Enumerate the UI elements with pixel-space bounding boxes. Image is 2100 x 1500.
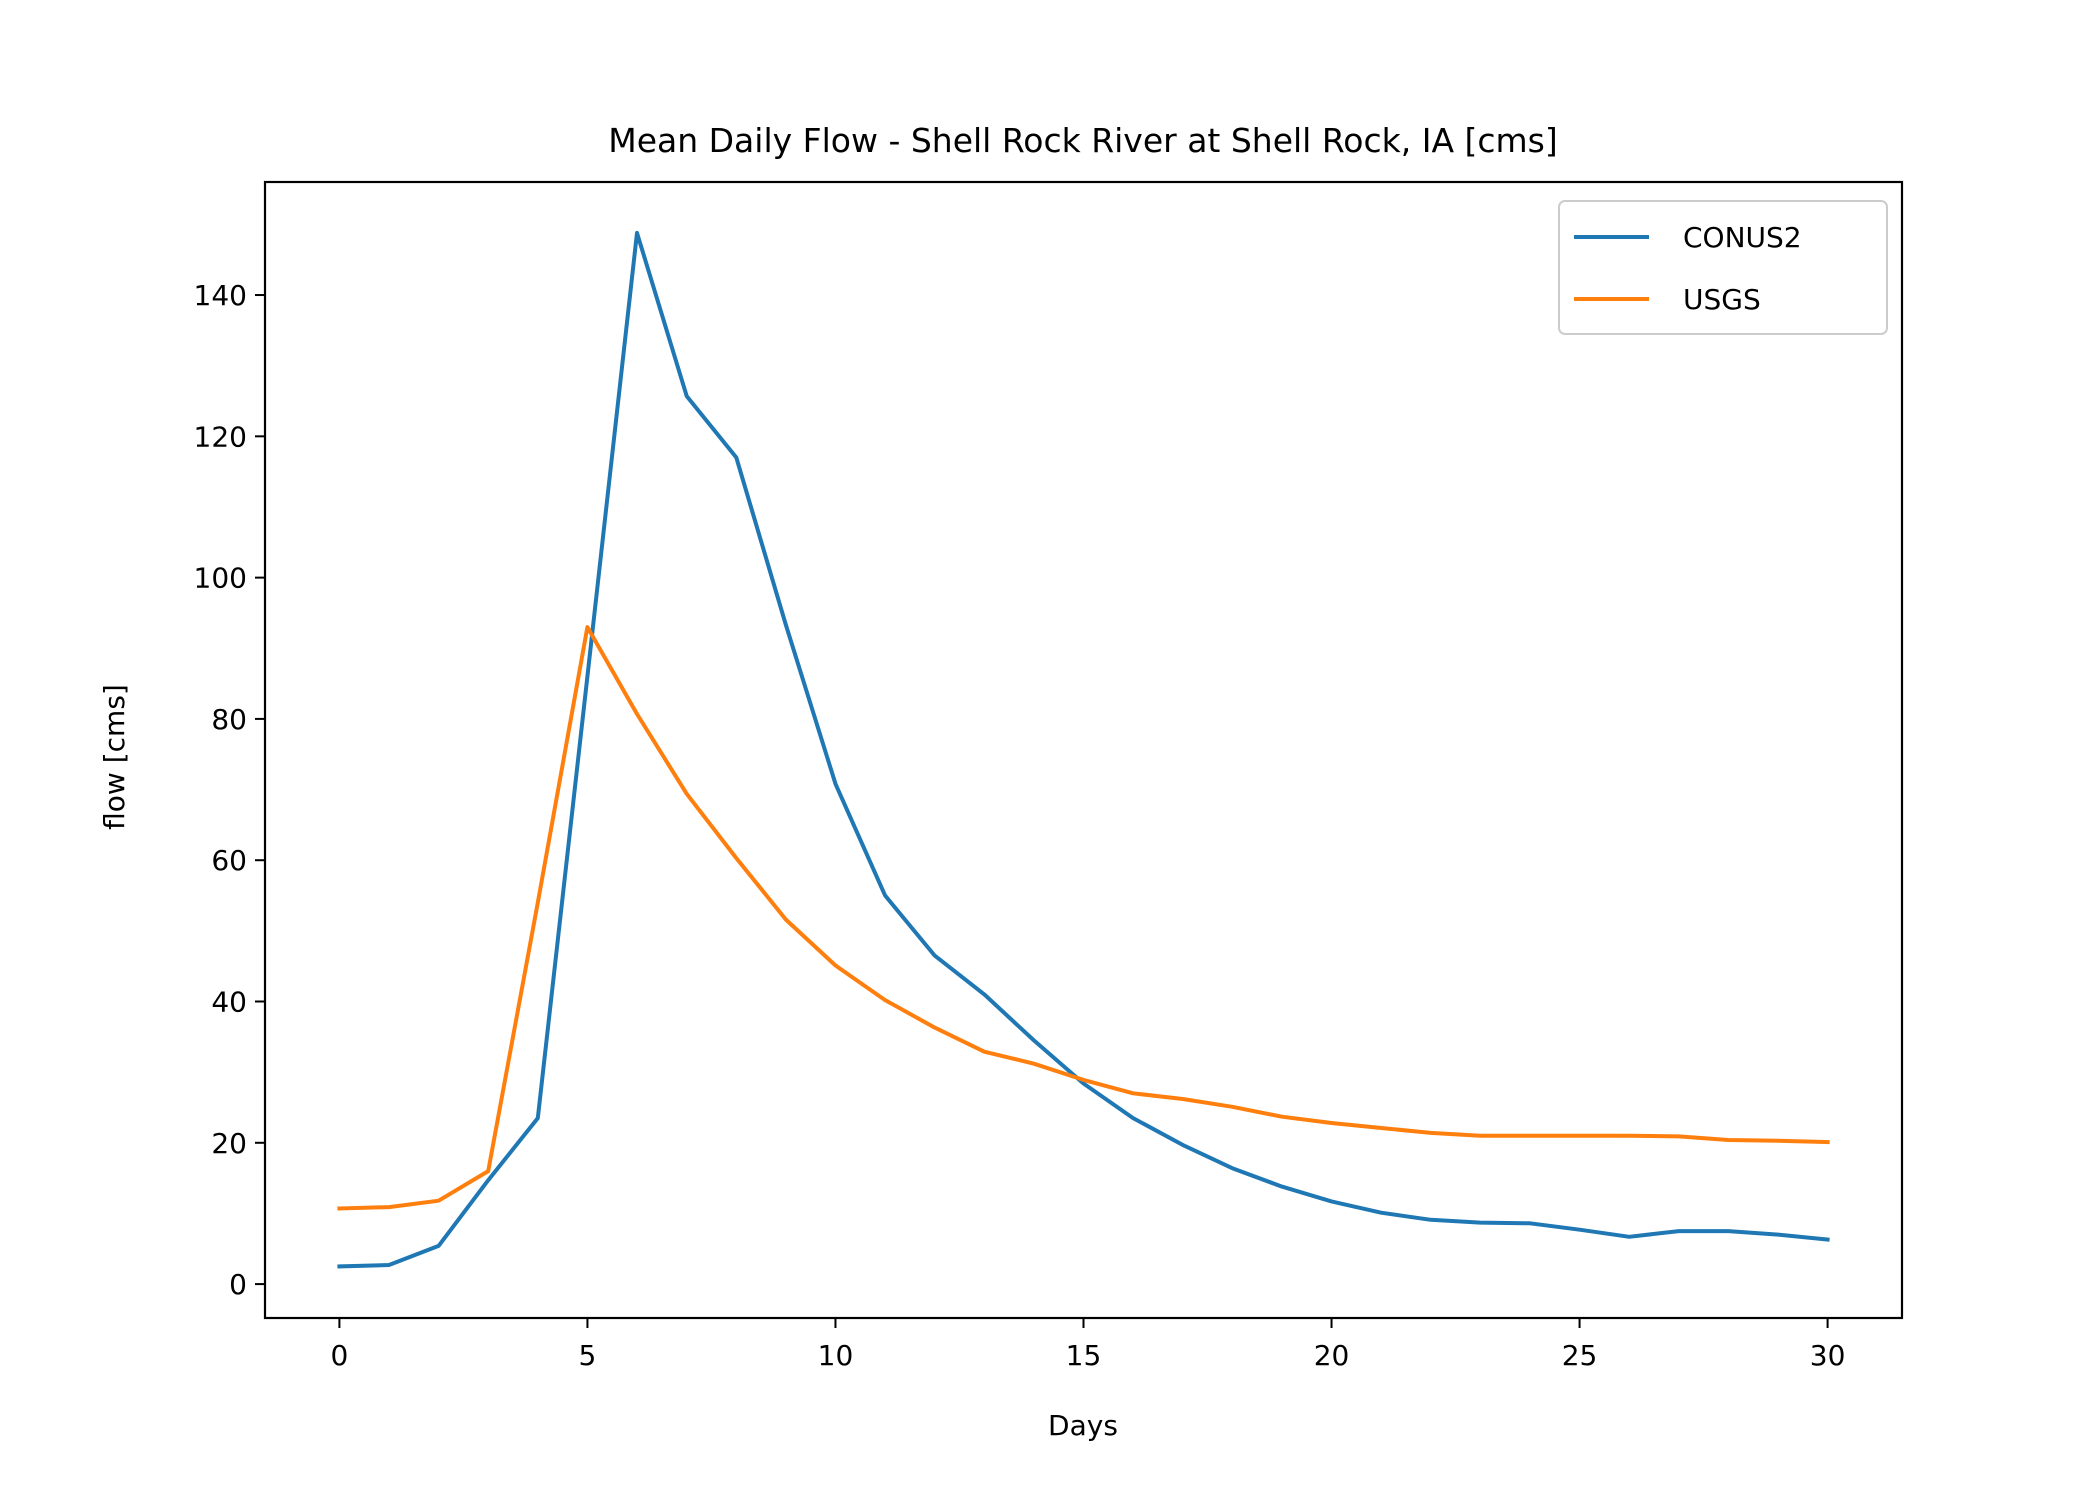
legend: CONUS2 USGS [1558, 200, 1888, 335]
y-tick-label: 0 [229, 1268, 247, 1301]
legend-label-usgs: USGS [1683, 283, 1761, 316]
y-tick-label: 40 [211, 986, 247, 1019]
y-tick-label: 80 [211, 703, 247, 736]
x-tick-label: 0 [330, 1339, 348, 1372]
x-tick-label: 5 [579, 1339, 597, 1372]
y-tick-label: 60 [211, 844, 247, 877]
y-tick-label: 20 [211, 1127, 247, 1160]
series-line-usgs [337, 625, 1830, 1211]
y-axis: 0 20 40 60 80 100 120 140 [194, 279, 265, 1301]
y-tick-label: 140 [194, 279, 247, 312]
series-line-conus2 [337, 230, 1830, 1269]
x-axis: 0 5 10 15 20 25 30 [330, 1318, 1845, 1372]
x-tick-label: 10 [818, 1339, 854, 1372]
legend-label-conus2: CONUS2 [1683, 221, 1802, 254]
x-tick-label: 15 [1066, 1339, 1102, 1372]
y-axis-label: flow [cms] [98, 684, 131, 830]
x-tick-label: 20 [1314, 1339, 1350, 1372]
x-tick-label: 30 [1810, 1339, 1846, 1372]
x-axis-label: Days [1048, 1409, 1118, 1442]
x-tick-label: 25 [1562, 1339, 1598, 1372]
plot-area [337, 230, 1830, 1269]
axes-frame [263, 180, 1904, 1320]
y-tick-label: 100 [194, 562, 247, 595]
y-tick-label: 120 [194, 420, 247, 453]
chart-title: Mean Daily Flow - Shell Rock River at Sh… [608, 121, 1558, 160]
